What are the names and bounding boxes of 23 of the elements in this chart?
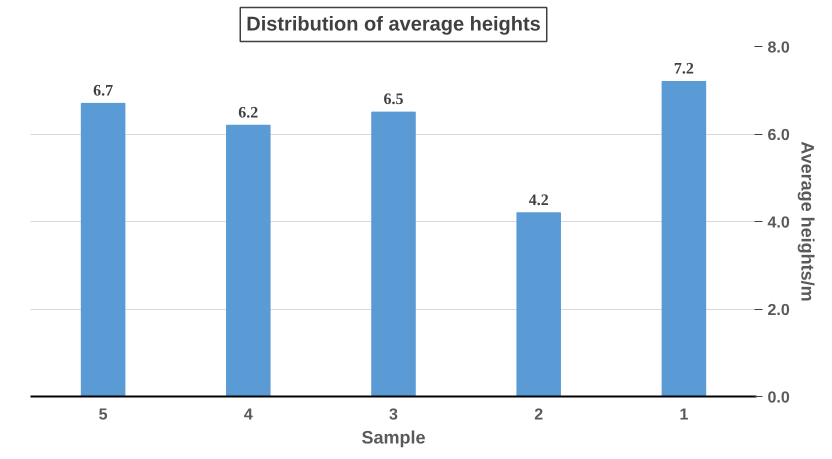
x-tick-label: 2 — [534, 406, 544, 424]
y-tick-label: 4.0 — [768, 214, 790, 232]
x-tick-label: 3 — [389, 406, 398, 424]
x-tick-label: 1 — [679, 406, 688, 424]
bar — [516, 212, 561, 396]
data-label: 7.2 — [674, 60, 694, 78]
y-axis-title: Average heights/m — [798, 141, 818, 302]
bar — [80, 102, 126, 396]
bar — [662, 81, 706, 396]
y-tick-label: 2.0 — [768, 302, 790, 319]
x-axis-title: Sample — [361, 428, 426, 448]
data-label: 6.2 — [238, 104, 258, 122]
y-tick-label: 0.0 — [768, 390, 790, 406]
x-tick-label: 5 — [98, 406, 108, 424]
data-label: 6.5 — [384, 91, 404, 108]
data-label: 6.7 — [93, 82, 114, 100]
chart-title: Distribution of average heights — [246, 14, 541, 36]
bar — [371, 112, 416, 396]
data-label: 4.2 — [528, 192, 549, 209]
y-tick-label: 6.0 — [768, 127, 790, 144]
x-tick-label: 4 — [244, 406, 253, 424]
bar — [226, 124, 271, 396]
y-tick-label: 8.0 — [768, 40, 790, 56]
